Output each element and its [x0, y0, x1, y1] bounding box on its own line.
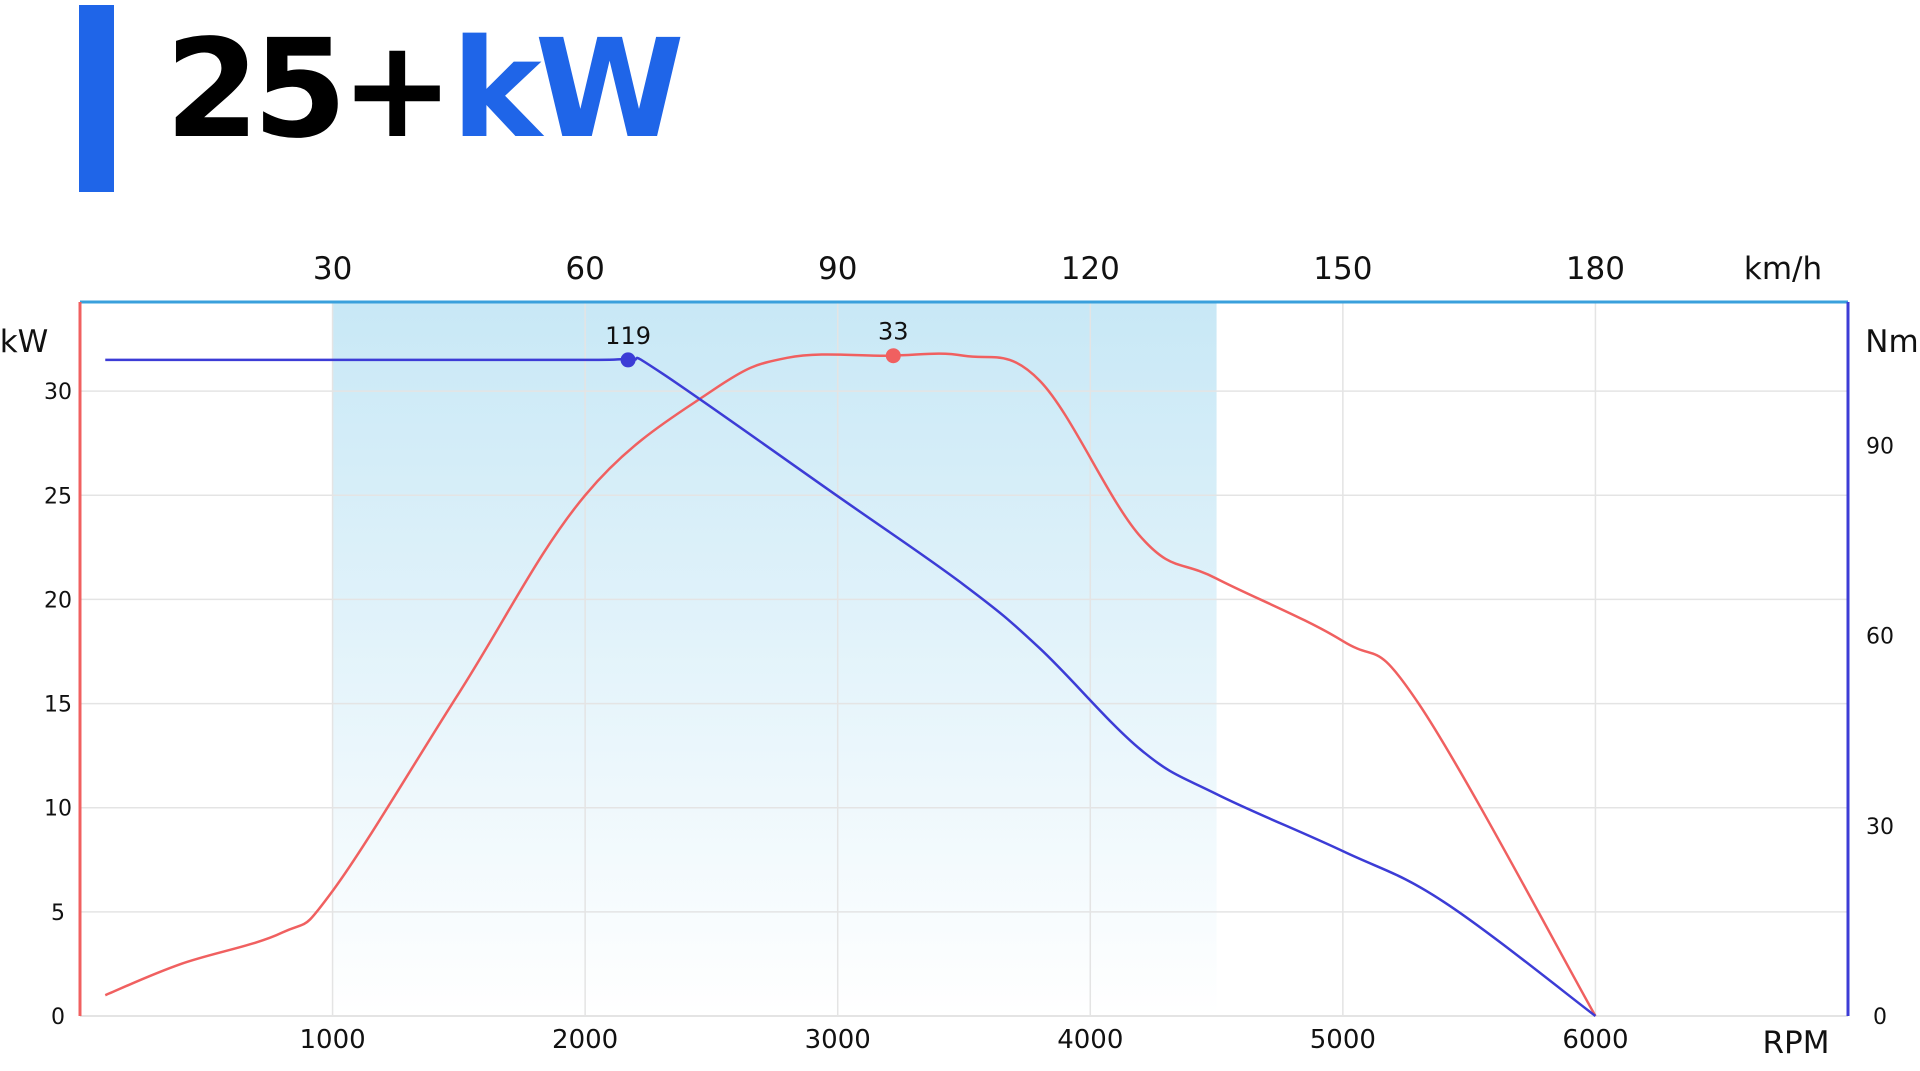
y-left-tick-label: 5: [51, 901, 65, 926]
torque-peak-label: 119: [605, 322, 651, 350]
y-right-axis-label: Nm: [1865, 324, 1918, 360]
x-tick-label: 1000: [299, 1025, 365, 1055]
top-tick-label: 120: [1061, 251, 1120, 287]
y-right-tick-label: 30: [1866, 815, 1894, 840]
y-right-tick-label: 0: [1873, 1005, 1887, 1030]
page-title: 25+kW: [165, 22, 685, 158]
x-axis-label: RPM: [1763, 1025, 1830, 1061]
x-tick-label: 6000: [1562, 1025, 1628, 1055]
power-peak-marker: [885, 348, 901, 364]
top-tick-label: 90: [818, 251, 857, 287]
power-series-line: [104, 352, 1597, 1017]
y-left-tick-label: 0: [51, 1005, 65, 1030]
top-tick-label: 150: [1313, 251, 1372, 287]
highlight-band: [332, 302, 1217, 1016]
title-value: 25+: [165, 11, 454, 169]
y-left-tick-label: 30: [44, 380, 72, 405]
y-left-tick-label: 10: [44, 797, 72, 822]
y-left-tick-label: 25: [44, 484, 72, 509]
torque-series-line: [105, 356, 1597, 1017]
x-tick-label: 4000: [1057, 1025, 1123, 1055]
top-tick-label: 30: [313, 251, 352, 287]
top-tick-label: 60: [565, 251, 604, 287]
x-tick-label: 2000: [552, 1025, 618, 1055]
y-left-tick-label: 20: [44, 588, 72, 613]
x-tick-label: 3000: [805, 1025, 871, 1055]
x-tick-label: 5000: [1310, 1025, 1376, 1055]
title-unit: kW: [451, 11, 684, 169]
y-left-axis-label: kW: [0, 324, 48, 360]
y-left-tick-label: 15: [44, 693, 72, 718]
title-accent-bar: [79, 5, 114, 192]
torque-peak-marker: [620, 352, 636, 368]
y-right-tick-label: 60: [1866, 625, 1894, 650]
power-peak-label: 33: [878, 318, 909, 346]
top-tick-label: 180: [1566, 251, 1625, 287]
top-axis-label: km/h: [1744, 251, 1822, 287]
y-right-tick-label: 90: [1866, 434, 1894, 459]
